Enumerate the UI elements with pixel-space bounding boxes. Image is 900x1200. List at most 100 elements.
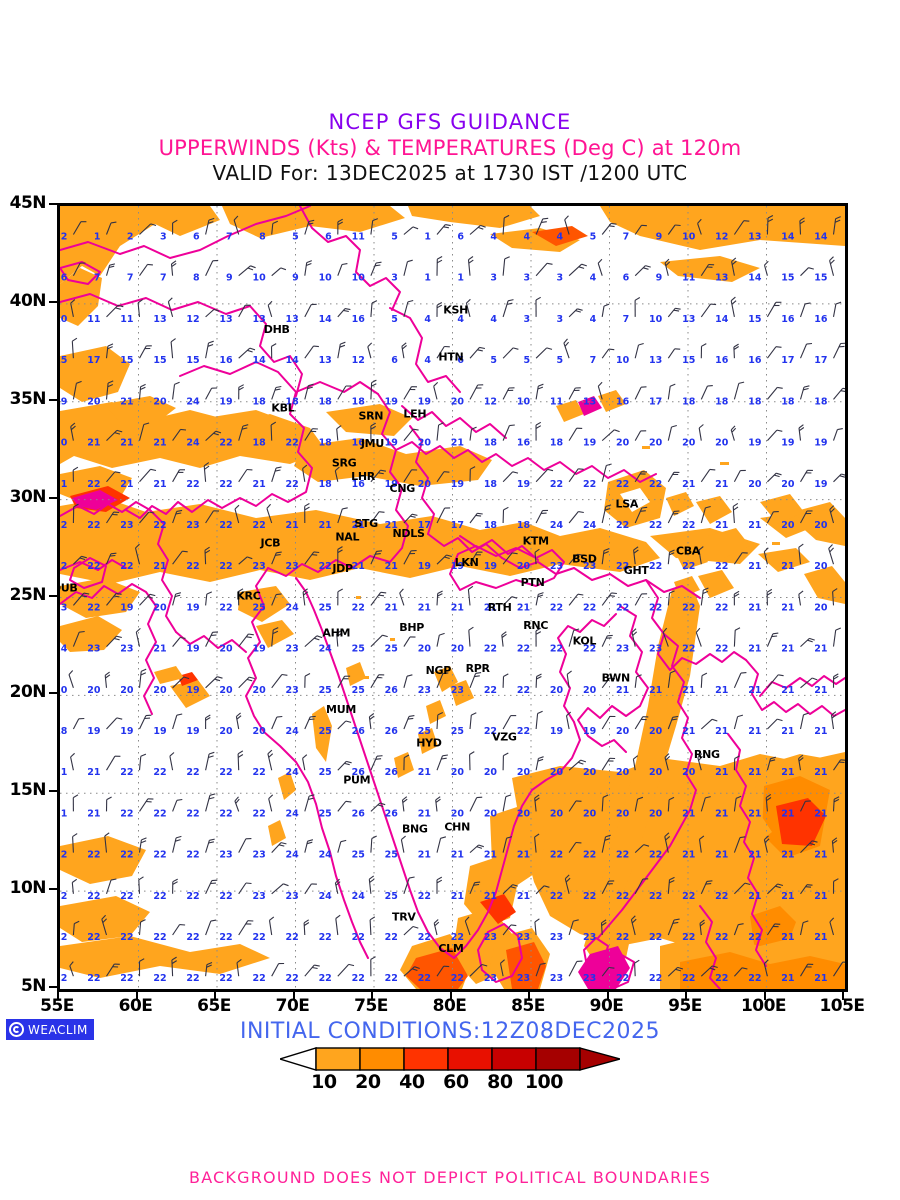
lon-tick-label: 105E [819, 996, 865, 1016]
wind-barb-flag [208, 217, 215, 221]
temperature-value: 19 [814, 479, 827, 490]
wind-barb-shaft [304, 304, 312, 318]
temperature-value: 13 [319, 355, 332, 366]
temperature-value: 22 [616, 602, 629, 613]
wind-barb-flag [664, 753, 670, 758]
wind-barb-flag [116, 429, 123, 433]
wind-barb-flag [839, 475, 845, 478]
temperature-value: 20 [219, 726, 233, 737]
wind-barb-shaft [72, 836, 74, 853]
wind-barb-flag [476, 846, 483, 849]
temperature-value: 21 [484, 891, 497, 902]
temperature-value: 22 [682, 973, 695, 984]
temperature-value: 21 [616, 685, 629, 696]
wind-barb-flag [812, 840, 818, 843]
temperature-value: 10 [252, 273, 266, 284]
wind-barb-flag [70, 422, 76, 428]
temperature-value: 13 [286, 314, 299, 325]
wind-barb-flag [512, 471, 519, 474]
wind-barb-flag [597, 258, 603, 264]
wind-barb-flag [236, 715, 242, 720]
wind-barb-flag [771, 635, 778, 638]
wind-barb-flag [302, 464, 308, 470]
wind-barb-flag [473, 883, 480, 886]
wind-barb-shaft [568, 920, 574, 936]
wind-barb-flag [643, 844, 650, 847]
wind-barb-flag [765, 793, 772, 799]
wind-barb-flag [602, 794, 609, 798]
colorbar-band[interactable] [491, 1047, 537, 1071]
wind-barb-flag [695, 627, 701, 633]
wind-barb-shaft [700, 965, 713, 977]
wind-barb-shaft [632, 759, 636, 771]
map-plot-area[interactable]: 2222222222222222222222222223232323222222… [57, 203, 848, 992]
wind-barb-shaft [370, 755, 378, 771]
colorbar-band[interactable] [315, 1047, 361, 1071]
wind-barb-flag [175, 592, 182, 595]
wind-barb-shaft [667, 386, 671, 400]
temperature-value: 22 [616, 973, 629, 984]
wind-barb-flag [564, 874, 570, 880]
temperature-value: 22 [120, 850, 133, 861]
wind-barb-shaft [664, 836, 669, 853]
colorbar-legend[interactable]: 10 20 40 60 80 100 [277, 1046, 623, 1102]
temperature-value: 26 [352, 726, 366, 737]
wind-barb-flag [246, 556, 253, 560]
wind-barb-flag [379, 802, 386, 806]
wind-barb-flag [697, 753, 703, 758]
wind-barb-flag [501, 633, 507, 638]
wind-barb-shaft [799, 922, 804, 936]
wind-barb-shaft [568, 263, 582, 277]
wind-barb-shaft [833, 387, 844, 400]
wind-barb-flag [767, 218, 774, 223]
wind-barb-flag [71, 337, 78, 342]
wind-barb-shaft [236, 962, 240, 977]
wind-barb-flag [382, 634, 388, 638]
temperature-value: 7 [127, 273, 134, 284]
temperature-value: 20 [153, 396, 167, 407]
wind-barb-flag [806, 884, 813, 886]
colorbar-band[interactable] [403, 1047, 449, 1071]
wind-barb-shaft [238, 838, 247, 853]
wind-barb-shaft [337, 841, 342, 853]
wind-barb-flag [210, 919, 217, 922]
wind-barb-flag [150, 468, 157, 472]
wind-barb-flag [665, 835, 671, 841]
wind-barb-flag [79, 630, 85, 633]
temperature-value: 22 [219, 767, 232, 778]
wind-barb-flag [547, 468, 554, 472]
temperature-value: 8 [193, 273, 200, 284]
temperature-value: 5 [292, 232, 299, 243]
wind-barb-shaft [733, 924, 739, 936]
wind-barb-flag [337, 546, 343, 550]
wind-barb-flag [314, 637, 320, 641]
colorbar-band[interactable] [535, 1047, 581, 1071]
wind-barb-shaft [766, 633, 774, 647]
wind-barb-flag [437, 256, 443, 260]
weaclim-brand-badge[interactable]: WEACLIM [6, 1019, 94, 1040]
temperature-value: 10 [517, 396, 531, 407]
wind-barb-shaft [667, 224, 676, 235]
temperature-value: 21 [418, 767, 431, 778]
wind-barb-flag [503, 673, 509, 677]
wind-barb-flag [401, 835, 406, 841]
wind-barb-shaft [139, 345, 147, 359]
temperature-value: 23 [583, 561, 596, 572]
wind-barb-flag [72, 466, 79, 471]
city-label: CHN [444, 820, 470, 833]
wind-barb-flag [268, 794, 274, 799]
wind-barb-flag [72, 833, 78, 838]
wind-barb-shaft [304, 883, 312, 895]
wind-barb-shaft [172, 429, 181, 441]
colorbar-band[interactable] [359, 1047, 405, 1071]
temperature-value: 18 [682, 396, 696, 407]
temperature-value: 20 [87, 396, 101, 407]
wind-barb-flag [707, 385, 713, 387]
wind-barb-shaft [205, 387, 213, 400]
wind-barb-flag [73, 503, 79, 508]
wind-barb-shaft [169, 755, 174, 771]
wind-barb-flag [407, 259, 413, 263]
wind-barb-flag [509, 424, 515, 427]
colorbar-band[interactable] [447, 1047, 493, 1071]
wind-barb-flag [479, 346, 486, 350]
